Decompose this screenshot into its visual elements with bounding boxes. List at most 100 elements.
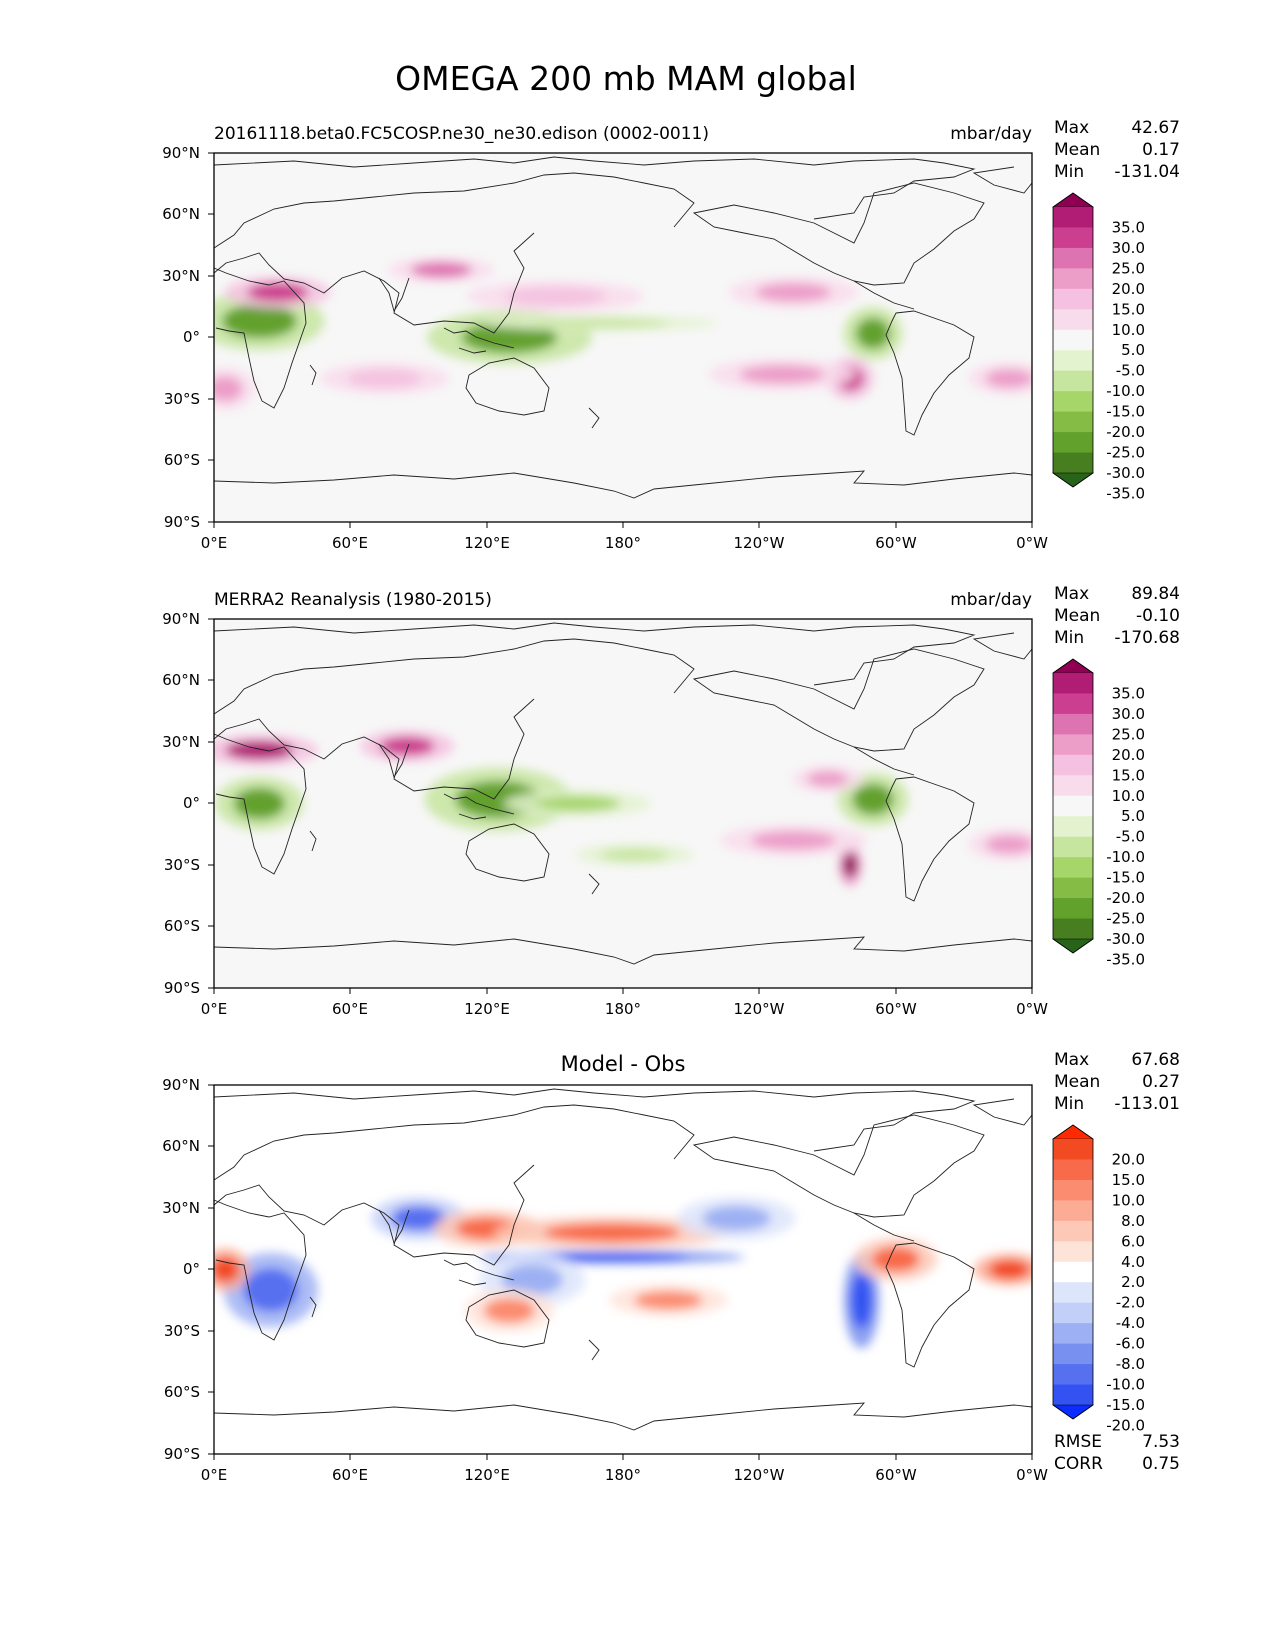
colorbar-swatch bbox=[1053, 452, 1093, 474]
colorbar-swatch bbox=[1053, 350, 1093, 372]
contour-core bbox=[634, 1291, 703, 1310]
y-ticks: 90°N 60°N 30°N 0° 30°S 60°S 90°S bbox=[162, 610, 214, 997]
colorbar-extend-min bbox=[1052, 472, 1094, 488]
x-tick-label: 0°W bbox=[1016, 1000, 1048, 1018]
stat-value-mean: 0.17 bbox=[1142, 140, 1180, 160]
contour-core bbox=[543, 1223, 680, 1242]
stat-label-max: Max bbox=[1054, 584, 1089, 604]
y-tick-label: 30°S bbox=[164, 856, 200, 874]
stat-label-max: Max bbox=[1054, 1050, 1089, 1070]
x-tick-label: 120°E bbox=[464, 1466, 510, 1484]
colorbar-outline bbox=[1052, 192, 1094, 488]
colorbar-swatch bbox=[1053, 268, 1093, 290]
colorbar-tick-label: 35.0 bbox=[1112, 684, 1145, 702]
y-tick-label: 0° bbox=[183, 1260, 200, 1278]
y-tick-label: 90°N bbox=[162, 1076, 200, 1094]
colorbar-tick-label: 20.0 bbox=[1112, 1150, 1145, 1168]
stat-value-min: -131.04 bbox=[1114, 162, 1180, 182]
contour-core bbox=[985, 835, 1032, 854]
colorbar-tick-label: -35.0 bbox=[1106, 484, 1145, 502]
colorbar-tick-label: -15.0 bbox=[1106, 869, 1145, 887]
x-tick-label: 120°E bbox=[464, 1000, 510, 1018]
colorbar-swatch bbox=[1053, 754, 1093, 776]
colorbar: 20.0 15.0 10.0 8.0 6.0 4.0 2.0 -2.0 -4.0 -6.0 -8.0… bbox=[1052, 1124, 1145, 1434]
y-tick-label: 90°N bbox=[162, 144, 200, 162]
colorbar-tick-label: 30.0 bbox=[1112, 239, 1145, 257]
colorbar-swatch bbox=[1053, 1364, 1093, 1386]
colorbar-swatch bbox=[1053, 247, 1093, 269]
contour-core bbox=[985, 369, 1032, 388]
contour-core bbox=[483, 1298, 535, 1323]
contour-core bbox=[534, 795, 621, 812]
colorbar-swatch bbox=[1053, 673, 1093, 694]
colorbar-tick-label: 5.0 bbox=[1121, 341, 1145, 359]
colorbar-tick-label: -35.0 bbox=[1106, 950, 1145, 968]
stat-value-max: 42.67 bbox=[1131, 118, 1180, 138]
colorbar-tick-label: 15.0 bbox=[1112, 300, 1145, 318]
contour-core bbox=[461, 322, 558, 353]
contour-core bbox=[600, 848, 669, 861]
colorbar: 35.0 30.0 25.0 20.0 15.0 10.0 5.0 -5.0 -10.0 -15.… bbox=[1052, 192, 1145, 502]
colorbar-extend-max bbox=[1052, 1124, 1094, 1140]
stat-value-mean: -0.10 bbox=[1136, 606, 1180, 626]
x-tick-label: 0°E bbox=[201, 534, 228, 552]
y-ticks: 90°N 60°N 30°N 0° 30°S 60°S 90°S bbox=[162, 144, 214, 531]
colorbar-swatch bbox=[1053, 1139, 1093, 1160]
stat-value-mean: 0.27 bbox=[1142, 1072, 1180, 1092]
contour-core bbox=[221, 304, 297, 339]
colorbar-swatch bbox=[1053, 1261, 1093, 1283]
rmse-value: 7.53 bbox=[1142, 1432, 1180, 1452]
y-tick-label: 90°N bbox=[162, 610, 200, 628]
colorbar-tick-label: 10.0 bbox=[1112, 787, 1145, 805]
x-tick-label: 180° bbox=[605, 534, 641, 552]
y-tick-label: 90°S bbox=[164, 1445, 200, 1463]
contour-core bbox=[214, 376, 243, 402]
y-tick-label: 90°S bbox=[164, 513, 200, 531]
x-tick-label: 0°W bbox=[1016, 534, 1048, 552]
colorbar-tick-label: -25.0 bbox=[1106, 910, 1145, 928]
colorbar-swatch bbox=[1053, 207, 1093, 228]
y-tick-label: 60°N bbox=[162, 1137, 200, 1155]
contour-core bbox=[855, 318, 890, 349]
x-tick-label: 60°W bbox=[875, 1000, 917, 1018]
colorbar-swatch bbox=[1053, 898, 1093, 920]
colorbar-tick-label: -20.0 bbox=[1106, 1416, 1145, 1434]
colorbar-swatch bbox=[1053, 775, 1093, 797]
colorbar-tick-label: 10.0 bbox=[1112, 1191, 1145, 1209]
colorbar-swatch bbox=[1053, 288, 1093, 310]
colorbar-swatch bbox=[1053, 816, 1093, 838]
panel-units: mbar/day bbox=[950, 590, 1032, 610]
x-ticks: 0°E 60°E 120°E 180° 120°W 60°W 0°W bbox=[201, 522, 1048, 552]
x-tick-label: 0°W bbox=[1016, 1466, 1048, 1484]
colorbar-tick-label: -10.0 bbox=[1106, 382, 1145, 400]
contour-core bbox=[243, 1268, 299, 1312]
colorbar-extend-min bbox=[1052, 938, 1094, 954]
stat-label-min: Min bbox=[1054, 162, 1084, 182]
y-tick-label: 60°S bbox=[164, 1383, 200, 1401]
contour-core bbox=[750, 831, 837, 850]
colorbar-tick-label: -5.0 bbox=[1116, 828, 1145, 846]
colorbar-swatch bbox=[1053, 693, 1093, 715]
panel-units: mbar/day bbox=[950, 124, 1032, 144]
colorbar-tick-label: -15.0 bbox=[1106, 403, 1145, 421]
contour-core bbox=[246, 283, 309, 302]
x-tick-label: 120°W bbox=[734, 1000, 785, 1018]
colorbar-tick-label: -8.0 bbox=[1116, 1355, 1145, 1373]
stat-value-max: 67.68 bbox=[1131, 1050, 1180, 1070]
colorbar-tick-label: 35.0 bbox=[1112, 218, 1145, 236]
colorbar-swatch bbox=[1053, 795, 1093, 817]
x-tick-label: 120°W bbox=[734, 534, 785, 552]
contour-core bbox=[391, 1205, 446, 1231]
colorbar-swatch bbox=[1053, 1323, 1093, 1345]
corr-value: 0.75 bbox=[1142, 1454, 1180, 1474]
colorbar-swatch bbox=[1053, 877, 1093, 899]
stat-value-max: 89.84 bbox=[1131, 584, 1180, 604]
colorbar-swatch bbox=[1053, 309, 1093, 331]
contour-core bbox=[503, 287, 606, 306]
colorbar-swatch bbox=[1053, 1159, 1093, 1181]
colorbar-swatch bbox=[1053, 1384, 1093, 1406]
colorbar-tick-label: 15.0 bbox=[1112, 1171, 1145, 1189]
map-background bbox=[214, 153, 1032, 522]
x-ticks: 0°E 60°E 120°E 180° 120°W 60°W 0°W bbox=[201, 1454, 1048, 1484]
